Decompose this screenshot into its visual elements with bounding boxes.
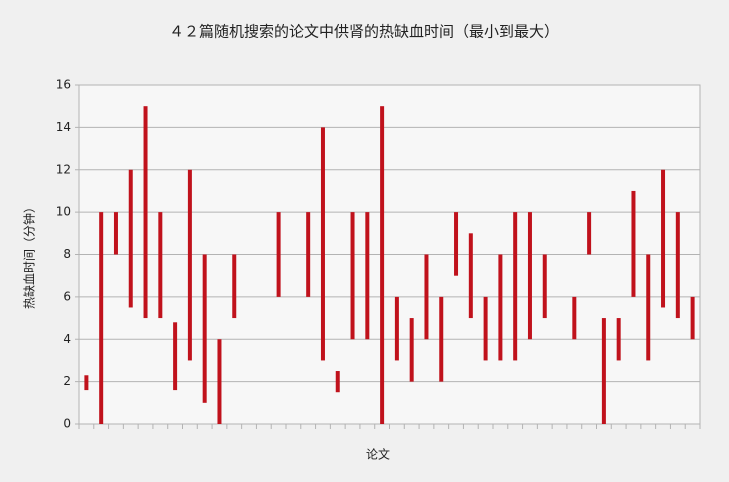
- y-tick-label: 6: [63, 289, 71, 303]
- y-tick-label: 10: [56, 205, 71, 219]
- range-bar: [335, 371, 340, 393]
- range-bar: [84, 375, 89, 391]
- y-tick-label: 0: [63, 417, 71, 431]
- range-bar: [380, 106, 385, 424]
- range-bar: [601, 318, 606, 424]
- range-bar: [350, 212, 355, 340]
- range-bar: [365, 212, 370, 340]
- range-bar: [675, 212, 680, 319]
- range-bar: [424, 254, 429, 340]
- range-bar: [202, 254, 207, 403]
- x-axis-label: 论文: [366, 447, 390, 462]
- range-bar: [232, 254, 237, 319]
- range-bar: [661, 169, 666, 308]
- range-bar: [572, 296, 577, 340]
- range-bar: [187, 169, 192, 361]
- range-bar: [631, 190, 636, 297]
- range-bar: [409, 318, 414, 382]
- range-bar: [276, 212, 281, 297]
- range-bar: [439, 296, 444, 382]
- chart-title: ４２篇随机搜索的论文中供肾的热缺血时间（最小到最大）: [169, 23, 559, 41]
- y-tick-label: 4: [63, 332, 71, 346]
- range-bar: [394, 296, 399, 361]
- range-bar: [527, 212, 532, 340]
- range-bar: [113, 212, 118, 255]
- y-tick-label: 8: [63, 247, 71, 261]
- range-bar: [498, 254, 503, 361]
- y-tick-label: 16: [56, 78, 71, 92]
- range-bar: [513, 212, 518, 361]
- y-tick-label: 14: [56, 120, 71, 134]
- range-bar: [454, 212, 459, 276]
- y-axis-label: 热缺血时间（分钟）: [22, 201, 37, 309]
- range-bar: [143, 106, 148, 319]
- range-bar: [587, 212, 592, 255]
- range-bar: [542, 254, 547, 319]
- range-bar: [128, 169, 133, 308]
- range-bar: [173, 322, 178, 391]
- y-tick-label: 2: [63, 374, 71, 388]
- range-bar: [483, 296, 488, 361]
- range-bar: [99, 212, 104, 424]
- range-bar: [158, 212, 163, 319]
- range-bar: [468, 233, 473, 319]
- range-bar: [646, 254, 651, 361]
- range-bar: [616, 318, 621, 361]
- range-bar: [217, 339, 222, 424]
- range-bar: [320, 127, 325, 361]
- range-bar: [690, 296, 695, 340]
- range-bar: [306, 212, 311, 297]
- y-tick-label: 12: [56, 162, 71, 176]
